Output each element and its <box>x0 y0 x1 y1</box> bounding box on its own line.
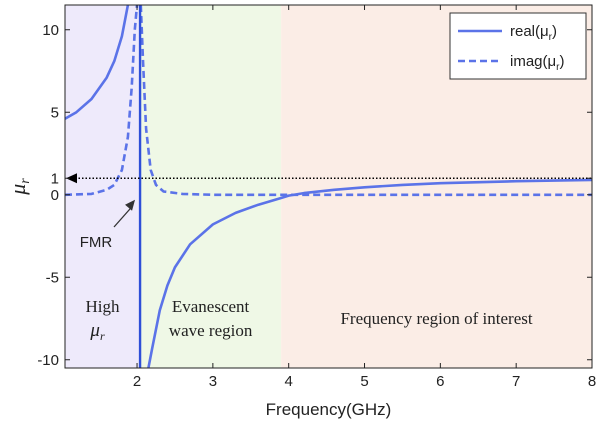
y-tick-label: 0 <box>51 187 59 204</box>
x-tick-label: 8 <box>588 373 596 390</box>
annotations: FMR <box>80 199 136 251</box>
region-label-mu-r: μr <box>89 320 105 343</box>
reference-arrow-head <box>66 173 77 184</box>
region-label-interest: Frequency region of interest <box>340 309 532 328</box>
y-tick-label: 5 <box>51 104 59 121</box>
region-labels: High μr Evanescent wave region Frequency reg… <box>86 297 533 343</box>
x-tick-label: 3 <box>209 373 217 390</box>
reference-lines <box>66 5 592 368</box>
y-tick-label: -10 <box>37 352 59 369</box>
fmr-label: FMR <box>80 234 113 251</box>
legend-label-1: imag(μr) <box>510 53 565 73</box>
x-tick-label: 7 <box>512 373 520 390</box>
series-1-line-1 <box>139 4 592 197</box>
region-0 <box>65 5 141 368</box>
axes: 2 3 4 5 6 7 8 10 5 10 -5 -10 Frequency(GHz) μr <box>5 4 596 419</box>
y-axis-title: μr <box>5 178 33 196</box>
x-tick-label: 5 <box>360 373 368 390</box>
x-tick-label: 4 <box>285 373 293 390</box>
fmr-arrow-shaft <box>113 207 132 228</box>
region-label-evanescent-0: Evanescent <box>172 297 250 316</box>
region-label-evanescent-1: wave region <box>169 321 253 340</box>
background-regions <box>65 5 592 368</box>
legend: real(μr) imag(μr) <box>449 12 587 80</box>
series-lines <box>64 4 593 369</box>
series-0-line-0 <box>64 4 130 120</box>
legend-label-0: real(μr) <box>510 23 557 43</box>
series-0-line-1 <box>147 178 593 369</box>
plot-frame <box>64 4 593 369</box>
x-tick-label: 6 <box>436 373 444 390</box>
region-1 <box>140 5 282 368</box>
y-tick-label: 1 <box>51 170 59 187</box>
x-tick-label: 2 <box>133 373 141 390</box>
y-axis-title-text: μr <box>5 178 33 196</box>
fmr-arrow-head <box>125 199 136 211</box>
region-label-high: High <box>86 297 121 316</box>
y-tick-label: 10 <box>42 22 59 39</box>
y-tick-label: -5 <box>46 269 59 286</box>
series-1-line-0 <box>64 4 139 197</box>
x-axis-title: Frequency(GHz) <box>266 400 392 419</box>
legend-box <box>449 12 587 80</box>
